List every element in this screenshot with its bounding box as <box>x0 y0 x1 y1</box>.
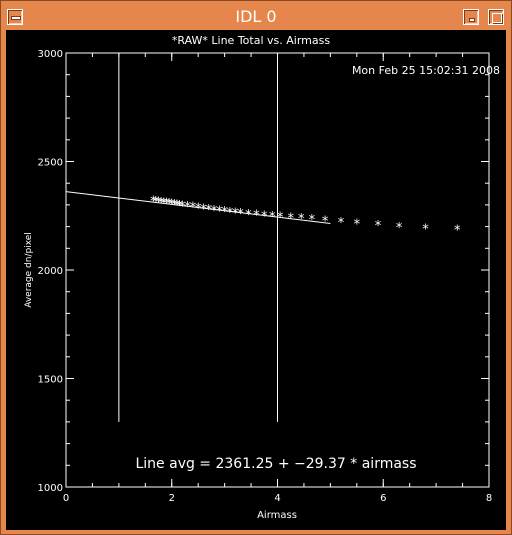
fit-line-group <box>65 191 331 224</box>
plot-timestamp: Mon Feb 25 15:02:31 2008 <box>352 64 500 77</box>
y-tick-label: 1000 <box>38 483 63 494</box>
data-point-asterisk: * <box>309 213 316 228</box>
data-point-asterisk: * <box>206 203 213 218</box>
axis-ticks: 0 2 4 6 8 1000 1500 2000 2500 3000 <box>38 49 493 504</box>
data-point-asterisk: * <box>221 205 228 220</box>
data-point-asterisk: * <box>190 201 197 216</box>
y-tick-label: 2500 <box>38 158 63 169</box>
window-title: IDL 0 <box>235 7 277 26</box>
data-point-asterisk: * <box>253 208 260 223</box>
data-point-asterisk: * <box>261 209 268 224</box>
data-point-asterisk: * <box>277 211 284 226</box>
x-tick-label: 6 <box>380 493 386 504</box>
y-axis-label: Average dn/pixel <box>24 232 34 308</box>
data-point-asterisk: * <box>338 216 345 231</box>
data-point-asterisk: * <box>161 196 168 211</box>
data-point-asterisk: * <box>322 214 329 229</box>
data-point-asterisk: * <box>375 219 382 234</box>
y-tick-label: 3000 <box>38 49 63 60</box>
data-point-asterisk: * <box>150 195 157 210</box>
data-point-asterisk: * <box>158 196 165 211</box>
data-point-asterisk: * <box>166 197 173 212</box>
reference-lines <box>118 53 278 422</box>
data-point-asterisk: * <box>153 195 160 210</box>
title-bar[interactable]: IDL 0 <box>1 1 511 33</box>
data-point-asterisk: * <box>211 204 218 219</box>
plot-canvas: *RAW* Line Total vs. Airmass Mon Feb 25 … <box>6 30 506 530</box>
y-tick-label: 2000 <box>38 266 63 277</box>
data-point-asterisk: * <box>396 221 403 236</box>
maximize-icon <box>492 13 502 23</box>
data-point-asterisk: * <box>354 217 361 232</box>
data-point-asterisk: * <box>184 200 191 215</box>
x-tick-label: 4 <box>274 493 280 504</box>
fit-line <box>65 191 331 224</box>
data-point-asterisk: * <box>171 198 178 213</box>
x-axis-label: Airmass <box>257 510 297 521</box>
data-point-asterisk: * <box>195 202 202 217</box>
data-points: *********************** * * * * * * * * * * * * * * * <box>150 195 461 239</box>
minimize-icon <box>469 18 475 22</box>
data-point-asterisk: * <box>216 205 223 220</box>
data-point-asterisk: * <box>179 199 186 214</box>
data-point-asterisk: * <box>287 211 294 226</box>
scatter-chart: *RAW* Line Total vs. Airmass Mon Feb 25 … <box>24 34 500 521</box>
window-menu-icon <box>11 16 21 20</box>
chart-title: *RAW* Line Total vs. Airmass <box>172 34 330 47</box>
maximize-button[interactable] <box>488 9 504 25</box>
data-point-asterisk: * <box>163 197 170 212</box>
data-point-asterisk: * <box>200 202 207 217</box>
fit-annotation: Line avg = 2361.25 + −29.37 * airmass <box>135 456 416 472</box>
x-tick-label: 2 <box>169 493 175 504</box>
window-menu-button[interactable] <box>7 9 23 25</box>
data-point-asterisk: * <box>155 195 162 210</box>
y-tick-label: 1500 <box>38 375 63 386</box>
x-tick-label: 0 <box>63 493 69 504</box>
data-point-asterisk: * <box>237 207 244 222</box>
data-point-asterisk: * <box>422 222 429 237</box>
data-point-asterisk: * <box>174 198 181 213</box>
x-tick-label: 8 <box>486 493 492 504</box>
data-point-asterisk: * <box>269 210 276 225</box>
data-point-asterisk: * <box>169 198 176 213</box>
data-point-asterisk: * <box>227 206 234 221</box>
minimize-button[interactable] <box>463 9 479 25</box>
data-point-asterisk: * <box>454 224 461 239</box>
data-point-asterisk: * <box>232 206 239 221</box>
data-point-asterisk: * <box>245 208 252 223</box>
data-point-asterisk: * <box>298 212 305 227</box>
data-point-asterisk: * <box>176 199 183 214</box>
